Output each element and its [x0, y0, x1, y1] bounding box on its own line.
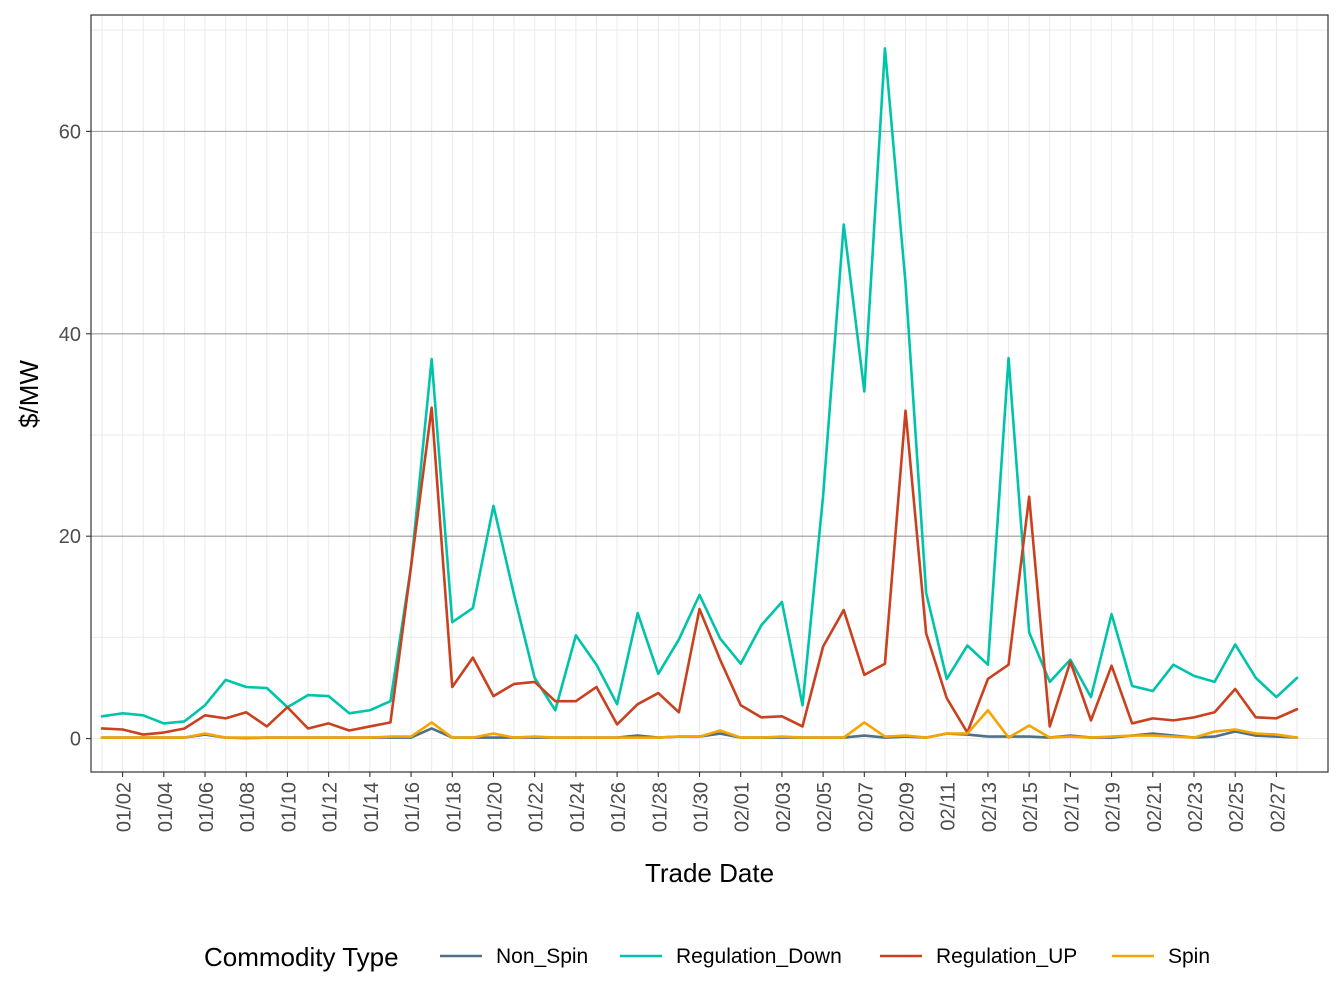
- x-tick-label: 02/21: [1144, 782, 1166, 832]
- y-tick-label: 0: [70, 729, 81, 751]
- x-tick-label: 01/12: [320, 782, 342, 832]
- legend-label-spin: Spin: [1168, 945, 1210, 968]
- grid-minor: [91, 15, 1328, 772]
- x-tick-label: 01/04: [155, 782, 177, 832]
- legend-label-non-spin: Non_Spin: [496, 945, 588, 968]
- x-tick-label: 01/28: [649, 782, 671, 832]
- x-axis: 01/02 01/04 01/06 01/08 01/10 01/12 01/14 01/16…: [114, 772, 1289, 832]
- series-line-spin: [100, 708, 1299, 739]
- x-tick-label: 02/25: [1226, 782, 1248, 832]
- x-tick-label: 01/06: [196, 782, 218, 832]
- y-tick-label: 20: [59, 526, 81, 548]
- x-axis-title: Trade Date: [645, 858, 774, 888]
- x-tick-label: 02/15: [1020, 782, 1042, 832]
- x-tick-label: 02/23: [1185, 782, 1207, 832]
- x-tick-label: 01/30: [691, 782, 713, 832]
- x-tick-label: 01/14: [361, 782, 383, 832]
- x-tick-label: 02/09: [897, 782, 919, 832]
- x-tick-label: 02/05: [814, 782, 836, 832]
- legend-title: Commodity Type: [204, 942, 399, 972]
- x-tick-label: 02/11: [938, 782, 960, 831]
- legend-label-regulation-down: Regulation_Down: [676, 945, 842, 968]
- x-tick-label: 02/27: [1267, 782, 1289, 832]
- panel-border: [90, 14, 1329, 773]
- x-tick-label: 01/18: [443, 782, 465, 832]
- x-tick-label: 02/01: [732, 782, 754, 832]
- x-tick-label: 01/08: [237, 782, 259, 832]
- series-line-regulation-up: [100, 406, 1299, 736]
- y-axis-title: $/MW: [14, 360, 44, 428]
- x-tick-label: 02/07: [855, 782, 877, 832]
- x-tick-label: 01/22: [526, 782, 548, 832]
- x-tick-label: 01/26: [608, 782, 630, 832]
- y-tick-label: 60: [59, 121, 81, 143]
- series-line-regulation-down: [100, 47, 1299, 725]
- x-tick-label: 01/02: [114, 782, 136, 832]
- legend: Commodity Type Non_Spin Regulation_Down Re…: [204, 942, 1210, 972]
- series-lines: [100, 47, 1299, 740]
- x-tick-label: 01/10: [278, 782, 300, 832]
- x-tick-label: 02/17: [1061, 782, 1083, 832]
- y-tick-label: 40: [59, 324, 81, 346]
- x-tick-label: 01/24: [567, 782, 589, 832]
- x-tick-label: 01/20: [484, 782, 506, 832]
- x-tick-label: 02/13: [979, 782, 1001, 832]
- legend-label-regulation-up: Regulation_UP: [936, 945, 1077, 968]
- x-tick-label: 02/03: [773, 782, 795, 832]
- x-tick-label: 01/16: [402, 782, 424, 832]
- y-axis: 0 20 40 60: [59, 121, 91, 751]
- x-tick-label: 02/19: [1103, 782, 1125, 832]
